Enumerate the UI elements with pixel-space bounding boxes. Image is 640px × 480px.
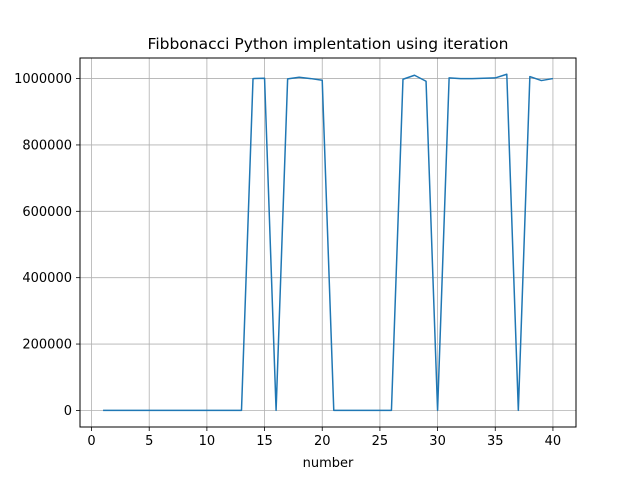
y-tick-label: 400000 — [22, 271, 72, 286]
x-tick-label: 10 — [199, 434, 216, 449]
x-tick-label: 0 — [87, 434, 95, 449]
series-line — [103, 73, 554, 412]
y-tick-label: 800000 — [22, 138, 72, 153]
x-tick-label: 25 — [372, 434, 389, 449]
y-tick-label: 200000 — [22, 338, 72, 353]
x-tick-label: 30 — [429, 434, 446, 449]
x-tick-label: 35 — [487, 434, 504, 449]
plot-area-frame — [79, 57, 577, 428]
series-layer — [103, 73, 554, 412]
grid — [80, 58, 576, 427]
y-axis-ticks: 0 200000 400000 600000 800000 1000000 — [14, 72, 80, 419]
y-tick-label: 1000000 — [14, 72, 72, 87]
y-tick-label: 600000 — [22, 205, 72, 220]
x-axis-ticks: 0 5 10 15 20 25 30 35 40 — [87, 427, 561, 449]
x-tick-label: 40 — [545, 434, 562, 449]
x-tick-label: 20 — [314, 434, 331, 449]
x-tick-label: 15 — [256, 434, 273, 449]
x-axis-label: number — [303, 456, 354, 471]
chart-title: Fibbonacci Python implentation using ite… — [148, 35, 509, 53]
y-tick-label: 0 — [64, 404, 72, 419]
x-tick-label: 5 — [145, 434, 153, 449]
